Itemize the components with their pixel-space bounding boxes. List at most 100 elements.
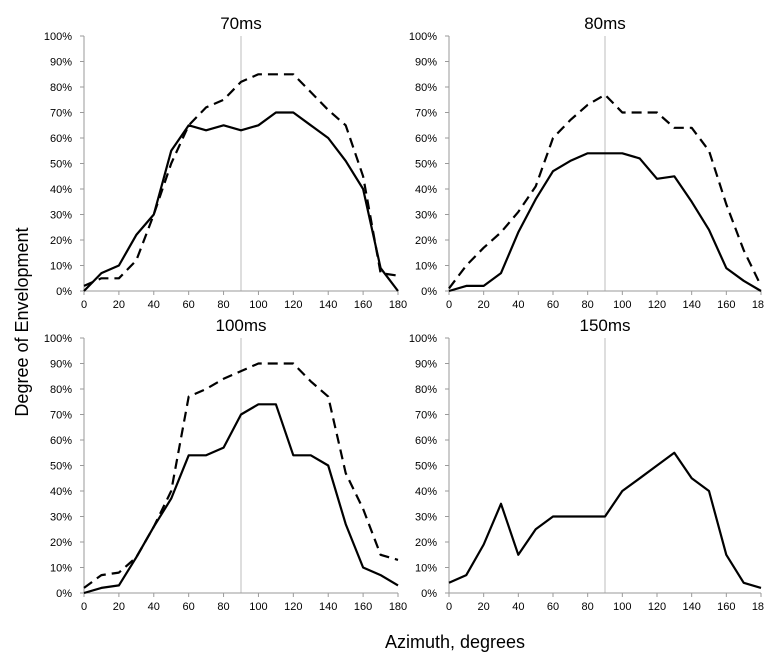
panel-title: 150ms bbox=[579, 316, 630, 335]
x-tick-label: 20 bbox=[113, 299, 125, 311]
x-tick-label: 80 bbox=[582, 299, 594, 311]
x-tick-label: 180 bbox=[752, 299, 764, 311]
y-tick-label: 50% bbox=[415, 461, 437, 473]
chart-panel-1: 80ms 0% 10% 20% 30% 40% 50% 60% 70% 80% 90% 100% 0 20… bbox=[409, 14, 764, 311]
y-tick-label: 10% bbox=[415, 563, 437, 575]
x-tick-label: 100 bbox=[613, 601, 631, 613]
series-line-solid bbox=[83, 403, 399, 595]
x-tick-label: 100 bbox=[249, 601, 267, 613]
chart-panel-0: 70ms 0% 10% 20% 30% 40% 50% 60% 70% 80% 90% 100% 0 20… bbox=[44, 14, 407, 311]
y-tick-label: 20% bbox=[50, 235, 72, 247]
x-tick-label: 60 bbox=[547, 299, 559, 311]
y-tick-label: 20% bbox=[50, 537, 72, 549]
x-tick-label: 140 bbox=[682, 299, 700, 311]
y-tick-label: 80% bbox=[415, 384, 437, 396]
x-tick-label: 80 bbox=[217, 601, 229, 613]
x-tick-label: 40 bbox=[512, 601, 524, 613]
y-tick-label: 50% bbox=[50, 159, 72, 171]
x-tick-label: 120 bbox=[648, 299, 666, 311]
chart-panel-3: 150ms 0% 10% 20% 30% 40% 50% 60% 70% 80% 90% 100% 0 2… bbox=[409, 316, 764, 613]
y-tick-label: 0% bbox=[421, 286, 437, 298]
x-tick-label: 180 bbox=[752, 601, 764, 613]
series-line-solid bbox=[448, 451, 762, 589]
x-tick-label: 180 bbox=[389, 601, 407, 613]
x-tick-label: 160 bbox=[717, 299, 735, 311]
y-tick-label: 30% bbox=[50, 210, 72, 222]
y-tick-label: 80% bbox=[50, 82, 72, 94]
y-tick-label: 70% bbox=[415, 108, 437, 120]
x-tick-label: 60 bbox=[183, 299, 195, 311]
x-tick-label: 100 bbox=[249, 299, 267, 311]
y-tick-label: 10% bbox=[415, 261, 437, 273]
y-tick-label: 90% bbox=[50, 57, 72, 69]
series-line-solid bbox=[83, 111, 399, 292]
y-tick-label: 90% bbox=[415, 57, 437, 69]
x-tick-label: 140 bbox=[682, 601, 700, 613]
y-tick-label: 80% bbox=[50, 384, 72, 396]
x-tick-label: 160 bbox=[717, 601, 735, 613]
y-tick-label: 40% bbox=[50, 486, 72, 498]
series-line-dashed bbox=[83, 73, 399, 287]
y-tick-label: 60% bbox=[50, 435, 72, 447]
chart-panel-2: 100ms 0% 10% 20% 30% 40% 50% 60% 70% 80% 90% 100% 0 2… bbox=[44, 316, 407, 613]
y-tick-label: 0% bbox=[56, 286, 72, 298]
y-tick-label: 100% bbox=[409, 31, 437, 43]
y-tick-label: 30% bbox=[415, 210, 437, 222]
x-tick-label: 40 bbox=[512, 299, 524, 311]
x-tick-label: 80 bbox=[582, 601, 594, 613]
x-tick-label: 60 bbox=[183, 601, 195, 613]
y-tick-label: 20% bbox=[415, 235, 437, 247]
x-tick-label: 40 bbox=[148, 299, 160, 311]
y-tick-label: 100% bbox=[44, 333, 72, 345]
x-tick-label: 40 bbox=[148, 601, 160, 613]
x-tick-label: 100 bbox=[613, 299, 631, 311]
x-tick-label: 120 bbox=[284, 601, 302, 613]
y-tick-label: 30% bbox=[415, 512, 437, 524]
x-tick-label: 140 bbox=[319, 299, 337, 311]
x-tick-label: 0 bbox=[446, 601, 452, 613]
x-tick-label: 20 bbox=[478, 299, 490, 311]
y-tick-label: 40% bbox=[415, 486, 437, 498]
y-tick-label: 60% bbox=[50, 133, 72, 145]
x-tick-label: 160 bbox=[354, 299, 372, 311]
y-tick-label: 40% bbox=[415, 184, 437, 196]
y-tick-label: 50% bbox=[415, 159, 437, 171]
x-tick-label: 60 bbox=[547, 601, 559, 613]
x-tick-label: 80 bbox=[217, 299, 229, 311]
y-tick-label: 70% bbox=[415, 410, 437, 422]
x-tick-label: 120 bbox=[284, 299, 302, 311]
y-tick-label: 10% bbox=[50, 563, 72, 575]
x-tick-label: 0 bbox=[81, 601, 87, 613]
y-tick-label: 40% bbox=[50, 184, 72, 196]
x-tick-label: 160 bbox=[354, 601, 372, 613]
x-tick-label: 0 bbox=[81, 299, 87, 311]
x-tick-label: 0 bbox=[446, 299, 452, 311]
y-tick-label: 70% bbox=[50, 410, 72, 422]
x-axis-title: Azimuth, degrees bbox=[385, 632, 525, 652]
series-line-solid bbox=[448, 152, 762, 293]
x-tick-label: 20 bbox=[113, 601, 125, 613]
y-tick-label: 0% bbox=[421, 588, 437, 600]
y-tick-label: 80% bbox=[415, 82, 437, 94]
y-tick-label: 70% bbox=[50, 108, 72, 120]
y-tick-label: 60% bbox=[415, 435, 437, 447]
y-tick-label: 0% bbox=[56, 588, 72, 600]
y-tick-label: 100% bbox=[409, 333, 437, 345]
y-tick-label: 60% bbox=[415, 133, 437, 145]
y-tick-label: 10% bbox=[50, 261, 72, 273]
y-tick-label: 20% bbox=[415, 537, 437, 549]
panel-title: 80ms bbox=[584, 14, 626, 33]
y-tick-label: 100% bbox=[44, 31, 72, 43]
series-line-dashed bbox=[83, 362, 399, 589]
y-axis-title: Degree of Envelopment bbox=[12, 227, 32, 416]
x-tick-label: 120 bbox=[648, 601, 666, 613]
x-tick-label: 180 bbox=[389, 299, 407, 311]
y-tick-label: 90% bbox=[50, 359, 72, 371]
y-tick-label: 50% bbox=[50, 461, 72, 473]
x-tick-label: 20 bbox=[478, 601, 490, 613]
x-tick-label: 140 bbox=[319, 601, 337, 613]
panel-title: 70ms bbox=[220, 14, 262, 33]
y-tick-label: 90% bbox=[415, 359, 437, 371]
panel-title: 100ms bbox=[215, 316, 266, 335]
